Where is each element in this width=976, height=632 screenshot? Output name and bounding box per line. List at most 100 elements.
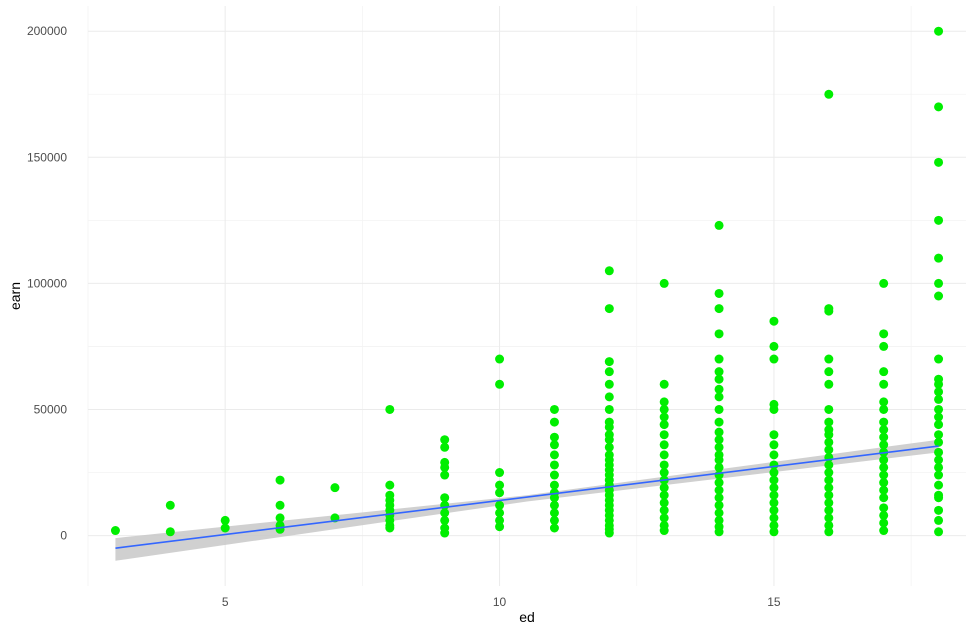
- data-point: [934, 447, 944, 457]
- data-point: [110, 526, 120, 536]
- data-point: [934, 215, 944, 225]
- data-point: [879, 455, 889, 465]
- data-point: [824, 379, 834, 389]
- data-point: [604, 357, 614, 367]
- data-point: [879, 379, 889, 389]
- data-point: [714, 354, 724, 364]
- data-point: [769, 527, 779, 537]
- data-point: [659, 430, 669, 440]
- data-point: [879, 341, 889, 351]
- data-point: [934, 462, 944, 472]
- confidence-band-group: [115, 439, 939, 561]
- data-point: [659, 278, 669, 288]
- data-point: [275, 475, 285, 485]
- data-point: [714, 384, 724, 394]
- data-point: [824, 404, 834, 414]
- y-tick-label: 100000: [27, 276, 67, 290]
- data-point: [440, 435, 450, 445]
- data-point: [879, 397, 889, 407]
- data-point: [714, 485, 724, 495]
- data-point: [934, 26, 944, 36]
- data-point: [549, 493, 559, 503]
- data-point: [604, 404, 614, 414]
- data-point: [879, 518, 889, 528]
- data-point: [440, 515, 450, 525]
- data-point: [440, 508, 450, 518]
- data-point: [659, 420, 669, 430]
- data-point: [714, 220, 724, 230]
- data-point: [879, 526, 889, 536]
- x-axis-ticks: 5 10 15: [222, 595, 781, 609]
- data-point: [714, 329, 724, 339]
- data-point: [769, 354, 779, 364]
- data-point: [604, 528, 614, 538]
- x-tick-label: 5: [222, 595, 229, 609]
- data-point: [659, 412, 669, 422]
- data-point: [934, 420, 944, 430]
- data-point: [824, 498, 834, 508]
- data-point: [275, 524, 285, 534]
- data-point: [659, 526, 669, 536]
- data-point: [549, 404, 559, 414]
- data-point: [714, 374, 724, 384]
- data-point: [495, 480, 505, 490]
- data-point: [549, 440, 559, 450]
- data-point: [714, 493, 724, 503]
- data-point: [549, 500, 559, 510]
- data-point: [604, 442, 614, 452]
- data-point: [549, 432, 559, 442]
- data-point: [659, 505, 669, 515]
- data-point: [275, 500, 285, 510]
- x-axis-title: ed: [519, 609, 535, 625]
- data-point: [495, 488, 505, 498]
- data-point: [385, 523, 395, 533]
- data-point: [714, 404, 724, 414]
- data-point: [385, 480, 395, 490]
- data-point: [495, 515, 505, 525]
- data-point: [659, 404, 669, 414]
- data-point: [879, 478, 889, 488]
- data-point: [659, 397, 669, 407]
- data-point: [495, 468, 505, 478]
- data-point: [275, 513, 285, 523]
- data-point: [495, 522, 505, 532]
- data-point: [604, 379, 614, 389]
- data-point: [549, 450, 559, 460]
- data-point: [714, 304, 724, 314]
- data-point: [604, 422, 614, 432]
- data-point: [714, 442, 724, 452]
- data-point: [824, 513, 834, 523]
- data-point: [714, 435, 724, 445]
- data-point: [495, 379, 505, 389]
- data-point: [934, 278, 944, 288]
- data-point: [714, 455, 724, 465]
- data-point: [440, 470, 450, 480]
- data-point: [824, 483, 834, 493]
- data-point: [879, 417, 889, 427]
- data-point: [495, 508, 505, 518]
- data-point: [934, 515, 944, 525]
- data-point: [495, 500, 505, 510]
- data-point: [934, 157, 944, 167]
- data-point: [934, 455, 944, 465]
- data-point: [769, 450, 779, 460]
- data-point: [659, 379, 669, 389]
- data-point: [165, 527, 175, 537]
- data-point: [714, 515, 724, 525]
- data-point: [440, 442, 450, 452]
- y-tick-label: 150000: [27, 150, 67, 164]
- data-point: [549, 417, 559, 427]
- data-point: [879, 510, 889, 520]
- data-point: [714, 527, 724, 537]
- data-point: [220, 515, 230, 525]
- data-point: [659, 440, 669, 450]
- data-point: [769, 490, 779, 500]
- data-point: [824, 460, 834, 470]
- data-point: [659, 483, 669, 493]
- data-point: [440, 462, 450, 472]
- data-point: [824, 89, 834, 99]
- y-tick-label: 50000: [34, 402, 68, 416]
- data-point: [714, 288, 724, 298]
- data-point: [879, 367, 889, 377]
- data-point: [934, 480, 944, 490]
